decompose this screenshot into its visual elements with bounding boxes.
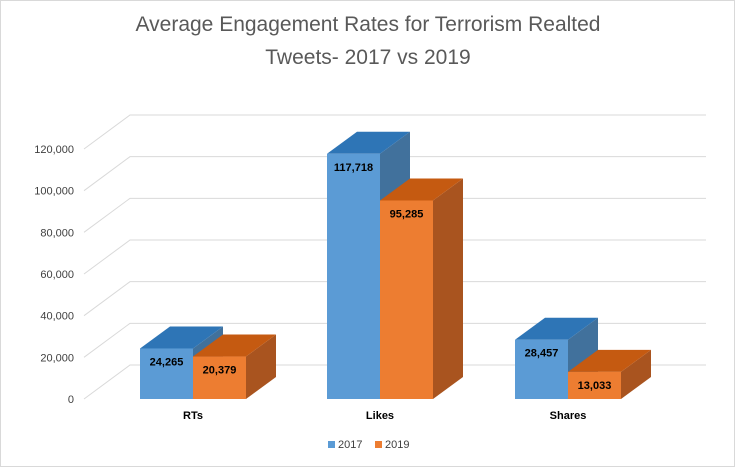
bar-front-face <box>327 153 380 399</box>
bar-front-face <box>380 200 433 399</box>
category-label: RTs <box>183 410 203 422</box>
data-label: 13,033 <box>578 380 612 392</box>
bar-front-face <box>193 356 246 399</box>
y-tick-label: 40,000 <box>40 311 74 323</box>
bar-top-face <box>380 178 463 201</box>
bar-top-face <box>193 334 276 357</box>
bar-shares-2019: 13,033 <box>568 349 651 399</box>
bar-front-face <box>568 371 621 399</box>
legend-label: 2019 <box>385 439 409 451</box>
y-tick-label: 20,000 <box>40 352 74 364</box>
bar-top-face <box>568 349 651 372</box>
bar-front-face <box>140 348 193 399</box>
data-label: 95,285 <box>390 208 424 220</box>
bar-top-face <box>515 317 598 340</box>
gridline <box>83 364 706 400</box>
bar-rts-2019: 20,379 <box>193 334 276 399</box>
gridline <box>83 281 706 317</box>
legend-swatch <box>375 441 382 448</box>
data-label: 20,379 <box>203 365 237 377</box>
chart-title-line-2: Tweets- 2017 vs 2019 <box>265 46 470 69</box>
data-label: 28,457 <box>525 348 559 360</box>
y-tick-label: 60,000 <box>40 269 74 281</box>
data-label: 117,718 <box>334 162 373 174</box>
gridline <box>83 197 706 233</box>
legend-item-2019: 2019 <box>375 439 409 451</box>
legend: 2017 2019 <box>328 439 409 451</box>
legend-swatch <box>328 441 335 448</box>
x-axis-categories: RTs Likes Shares <box>183 410 586 422</box>
bar-likes-2019: 95,285 <box>380 178 463 399</box>
bar-side-face <box>433 178 463 399</box>
y-axis-ticks: 0 20,000 40,000 60,000 80,000 100,000 120,000 <box>34 144 74 406</box>
y-tick-label: 120,000 <box>34 144 74 156</box>
gridline <box>83 322 706 358</box>
bar-top-face <box>140 326 223 349</box>
y-tick-label: 100,000 <box>34 186 74 198</box>
gridline <box>83 239 706 275</box>
gridlines <box>83 114 706 400</box>
chart-title-line-1: Average Engagement Rates for Terrorism R… <box>136 13 601 36</box>
bar-top-face <box>327 131 410 154</box>
bar-side-face <box>246 334 276 399</box>
legend-label: 2017 <box>338 439 362 451</box>
bar-side-face <box>621 349 651 399</box>
data-label: 24,265 <box>150 356 184 368</box>
category-label: Likes <box>366 410 394 422</box>
y-tick-label: 0 <box>68 394 74 406</box>
y-tick-label: 80,000 <box>40 227 74 239</box>
gridline <box>83 114 706 150</box>
legend-item-2017: 2017 <box>328 439 362 451</box>
bar-front-face <box>515 339 568 399</box>
gridline <box>83 156 706 192</box>
bars: 24,265 20,379 117,718 95,285 28,457 13,033 <box>140 131 651 400</box>
category-label: Shares <box>550 410 587 422</box>
